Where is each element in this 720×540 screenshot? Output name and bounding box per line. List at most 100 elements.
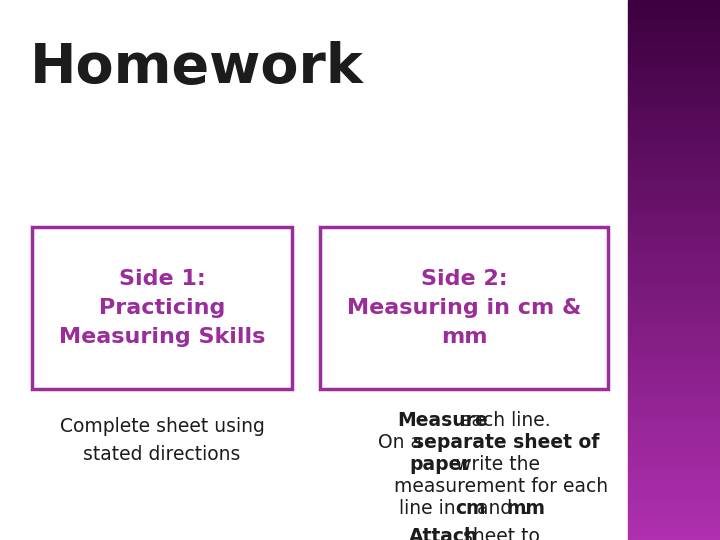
Bar bbox=[628, 239, 720, 243]
Bar bbox=[628, 99, 720, 104]
Bar bbox=[628, 108, 720, 112]
Bar bbox=[628, 63, 720, 68]
Bar bbox=[628, 131, 720, 135]
Bar bbox=[628, 382, 720, 387]
Bar bbox=[628, 176, 720, 180]
Bar bbox=[628, 355, 720, 360]
Bar bbox=[628, 531, 720, 536]
Bar bbox=[628, 378, 720, 382]
Bar bbox=[628, 139, 720, 144]
Bar bbox=[628, 526, 720, 531]
Bar bbox=[628, 297, 720, 301]
Bar bbox=[628, 310, 720, 315]
Text: measurement for each: measurement for each bbox=[395, 477, 608, 496]
Bar bbox=[628, 0, 720, 4]
Bar bbox=[628, 495, 720, 500]
Bar bbox=[628, 288, 720, 293]
Text: write the: write the bbox=[449, 455, 539, 474]
Bar bbox=[628, 243, 720, 247]
Bar bbox=[628, 369, 720, 374]
Bar bbox=[628, 148, 720, 153]
Bar bbox=[628, 68, 720, 72]
Bar bbox=[628, 14, 720, 18]
Bar bbox=[628, 414, 720, 418]
Text: Complete sheet using
stated directions: Complete sheet using stated directions bbox=[60, 417, 264, 464]
Bar bbox=[628, 436, 720, 441]
Bar bbox=[628, 396, 720, 401]
Bar bbox=[628, 315, 720, 320]
Bar bbox=[628, 36, 720, 40]
Bar bbox=[628, 392, 720, 396]
Bar bbox=[628, 490, 720, 495]
Bar bbox=[628, 306, 720, 310]
Bar bbox=[628, 432, 720, 436]
Text: each line.: each line. bbox=[454, 411, 551, 430]
Bar bbox=[628, 247, 720, 252]
Bar bbox=[628, 180, 720, 185]
Bar bbox=[628, 171, 720, 176]
Bar bbox=[628, 90, 720, 94]
Text: sheet to: sheet to bbox=[457, 528, 540, 540]
Bar bbox=[628, 468, 720, 472]
Bar bbox=[628, 54, 720, 58]
Bar bbox=[628, 374, 720, 378]
Text: and: and bbox=[472, 499, 518, 518]
Bar bbox=[628, 428, 720, 432]
Bar bbox=[628, 536, 720, 540]
Bar bbox=[628, 212, 720, 216]
Bar bbox=[628, 301, 720, 306]
Bar bbox=[628, 517, 720, 522]
Bar bbox=[628, 522, 720, 526]
Text: cm: cm bbox=[455, 499, 486, 518]
Bar bbox=[628, 455, 720, 459]
Bar bbox=[628, 94, 720, 99]
Bar bbox=[628, 333, 720, 338]
Bar bbox=[628, 207, 720, 212]
Bar bbox=[628, 342, 720, 347]
Bar bbox=[628, 418, 720, 423]
Bar bbox=[628, 279, 720, 284]
Bar bbox=[628, 117, 720, 122]
Bar bbox=[628, 153, 720, 158]
Text: Measure: Measure bbox=[397, 411, 488, 430]
Bar bbox=[628, 72, 720, 77]
Text: separate sheet of: separate sheet of bbox=[413, 433, 600, 452]
Bar bbox=[628, 4, 720, 9]
Bar bbox=[628, 405, 720, 409]
Bar bbox=[628, 193, 720, 198]
Bar bbox=[628, 441, 720, 445]
Bar bbox=[628, 450, 720, 455]
Bar bbox=[628, 477, 720, 482]
Bar bbox=[628, 31, 720, 36]
Bar bbox=[628, 401, 720, 405]
Bar bbox=[628, 472, 720, 477]
Bar bbox=[628, 504, 720, 509]
Bar bbox=[628, 328, 720, 333]
Bar bbox=[628, 266, 720, 270]
Bar bbox=[628, 225, 720, 229]
Bar bbox=[628, 347, 720, 351]
FancyBboxPatch shape bbox=[320, 227, 608, 389]
Bar bbox=[628, 423, 720, 428]
Text: Side 1:
Practicing
Measuring Skills: Side 1: Practicing Measuring Skills bbox=[59, 269, 265, 347]
Text: line in: line in bbox=[399, 499, 462, 518]
Bar bbox=[628, 166, 720, 171]
Bar bbox=[628, 23, 720, 27]
Bar bbox=[628, 189, 720, 193]
Bar bbox=[628, 50, 720, 54]
Bar bbox=[628, 126, 720, 131]
Bar bbox=[628, 463, 720, 468]
Bar bbox=[628, 513, 720, 517]
Bar bbox=[628, 198, 720, 202]
Bar bbox=[628, 104, 720, 108]
Bar bbox=[628, 360, 720, 364]
Bar bbox=[628, 274, 720, 279]
Bar bbox=[628, 256, 720, 261]
Bar bbox=[628, 293, 720, 297]
Bar bbox=[628, 446, 720, 450]
Bar bbox=[628, 135, 720, 139]
Bar bbox=[628, 252, 720, 256]
Bar bbox=[628, 27, 720, 31]
Bar bbox=[628, 230, 720, 234]
Text: Attach: Attach bbox=[408, 528, 478, 540]
